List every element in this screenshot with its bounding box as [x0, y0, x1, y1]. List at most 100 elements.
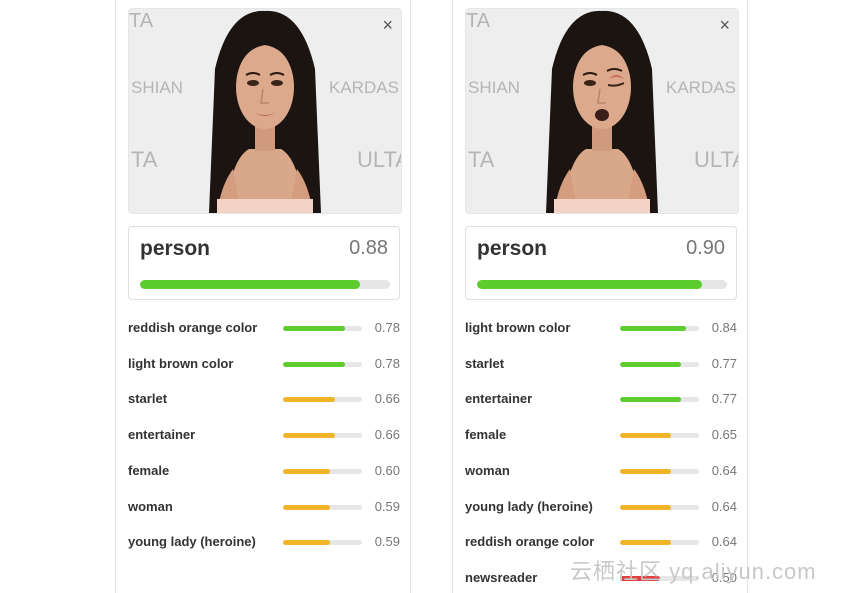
backdrop-text: KARDAS — [666, 78, 736, 97]
tag-score: 0.59 — [374, 534, 400, 550]
analyzed-photo: TA SHIAN KARDAS TA ULTA × — [128, 8, 402, 214]
tag-label: reddish orange color — [128, 320, 258, 335]
tag-bar-track — [620, 326, 699, 331]
tag-row: woman 0.59 — [128, 499, 400, 517]
backdrop-text: SHIAN — [131, 78, 183, 97]
top-tag-bar-track — [140, 280, 390, 289]
tag-label: young lady (heroine) — [465, 498, 593, 514]
tag-score: 0.78 — [374, 320, 400, 335]
tag-row: starlet 0.66 — [128, 391, 400, 409]
top-tag-card: person 0.88 — [128, 226, 400, 300]
backdrop-text: SHIAN — [468, 78, 520, 97]
portrait-image-edited: TA SHIAN KARDAS TA ULTA — [466, 9, 738, 213]
tag-score: 0.66 — [374, 427, 400, 443]
top-tag-score: 0.90 — [686, 237, 725, 259]
top-tag-bar-track — [477, 280, 727, 289]
tag-bar-fill — [620, 504, 671, 510]
tag-bar-fill — [283, 433, 336, 439]
backdrop-text: ULTA — [694, 147, 738, 172]
analyzed-photo: TA SHIAN KARDAS TA ULTA × — [465, 8, 739, 214]
tag-bar-track — [283, 397, 362, 403]
tag-bar-fill — [283, 504, 330, 510]
tag-row: newsreader 0.50 — [465, 570, 737, 588]
tag-label: entertainer — [128, 427, 196, 443]
backdrop-text: TA — [468, 147, 495, 172]
tag-bar-fill — [620, 397, 681, 403]
tag-bar-fill — [620, 361, 681, 367]
backdrop-text: ULTA — [357, 147, 401, 172]
tag-score: 0.64 — [711, 462, 737, 478]
tag-bar-track — [283, 433, 362, 439]
tag-bar-fill — [620, 326, 687, 331]
tag-bar-track — [620, 540, 699, 546]
tag-label: light brown color — [128, 355, 234, 371]
tag-bar-fill — [283, 326, 345, 331]
tag-score: 0.77 — [711, 355, 737, 371]
tag-bar-fill — [283, 540, 330, 546]
tag-row: entertainer 0.66 — [128, 427, 400, 445]
tag-score: 0.59 — [374, 498, 400, 514]
tag-label: female — [128, 462, 170, 478]
tag-bar-track — [620, 504, 699, 510]
tag-score: 0.60 — [374, 462, 400, 478]
tag-bar-fill — [283, 397, 336, 403]
top-tag-label: person — [477, 237, 548, 260]
tag-score: 0.77 — [711, 391, 737, 407]
tag-row: young lady (heroine) 0.64 — [465, 499, 737, 517]
backdrop-text: TA — [131, 147, 158, 172]
tag-row: young lady (heroine) 0.59 — [128, 534, 400, 552]
tag-row: entertainer 0.77 — [465, 391, 737, 409]
tag-row: reddish orange color 0.78 — [128, 320, 400, 338]
tag-bar-track — [283, 361, 362, 367]
tag-score: 0.64 — [711, 534, 737, 550]
portrait-image: TA SHIAN KARDAS TA ULTA — [129, 9, 401, 213]
top-tag-card: person 0.90 — [465, 226, 737, 300]
tag-score: 0.50 — [711, 569, 737, 585]
tag-bar-track — [283, 468, 362, 474]
tag-row: light brown color 0.84 — [465, 320, 737, 338]
tag-bar-fill — [620, 575, 660, 581]
tag-bar-track — [620, 433, 699, 439]
top-tag-score: 0.88 — [349, 237, 388, 259]
tag-row: female 0.65 — [465, 427, 737, 445]
tag-bar-fill — [283, 468, 331, 474]
backdrop-text: TA — [129, 10, 154, 32]
tag-label: light brown color — [465, 320, 571, 335]
top-tag-label: person — [140, 237, 211, 260]
tag-bar-track — [620, 397, 699, 403]
tag-row: light brown color 0.78 — [128, 356, 400, 374]
tag-bar-fill — [283, 361, 345, 367]
tag-label: reddish orange color — [465, 534, 595, 550]
result-panel-edited: TA SHIAN KARDAS TA ULTA × person 0.90 — [452, 0, 748, 593]
tag-row: reddish orange color 0.64 — [465, 534, 737, 552]
tag-row: female 0.60 — [128, 463, 400, 481]
tag-label: woman — [128, 498, 173, 514]
tag-label: newsreader — [465, 569, 538, 585]
tag-bar-track — [283, 540, 362, 546]
result-panel-original: TA SHIAN KARDAS TA ULTA × person 0.88 — [115, 0, 411, 593]
tag-bar-track — [620, 468, 699, 474]
tag-row: woman 0.64 — [465, 463, 737, 481]
tag-row: starlet 0.77 — [465, 356, 737, 374]
tag-score: 0.66 — [374, 391, 400, 407]
tag-score: 0.64 — [711, 498, 737, 514]
tag-label: entertainer — [465, 391, 533, 407]
tag-bar-fill — [620, 468, 671, 474]
tag-bar-track — [620, 361, 699, 367]
tag-label: woman — [465, 462, 510, 478]
tag-bar-track — [283, 326, 362, 331]
close-icon[interactable]: × — [382, 15, 393, 35]
backdrop-text: TA — [466, 10, 491, 32]
tag-bar-fill — [620, 433, 672, 439]
tag-bar-track — [283, 504, 362, 510]
tag-score: 0.84 — [711, 320, 737, 335]
backdrop-text: KARDAS — [329, 78, 399, 97]
tag-score: 0.65 — [711, 427, 737, 443]
tag-score: 0.78 — [374, 355, 400, 371]
top-tag-bar-fill — [477, 280, 702, 289]
top-tag-bar-fill — [140, 280, 360, 289]
close-icon[interactable]: × — [719, 15, 730, 35]
tag-label: starlet — [465, 355, 505, 371]
tag-label: young lady (heroine) — [128, 534, 256, 550]
tag-bar-track — [620, 575, 699, 581]
